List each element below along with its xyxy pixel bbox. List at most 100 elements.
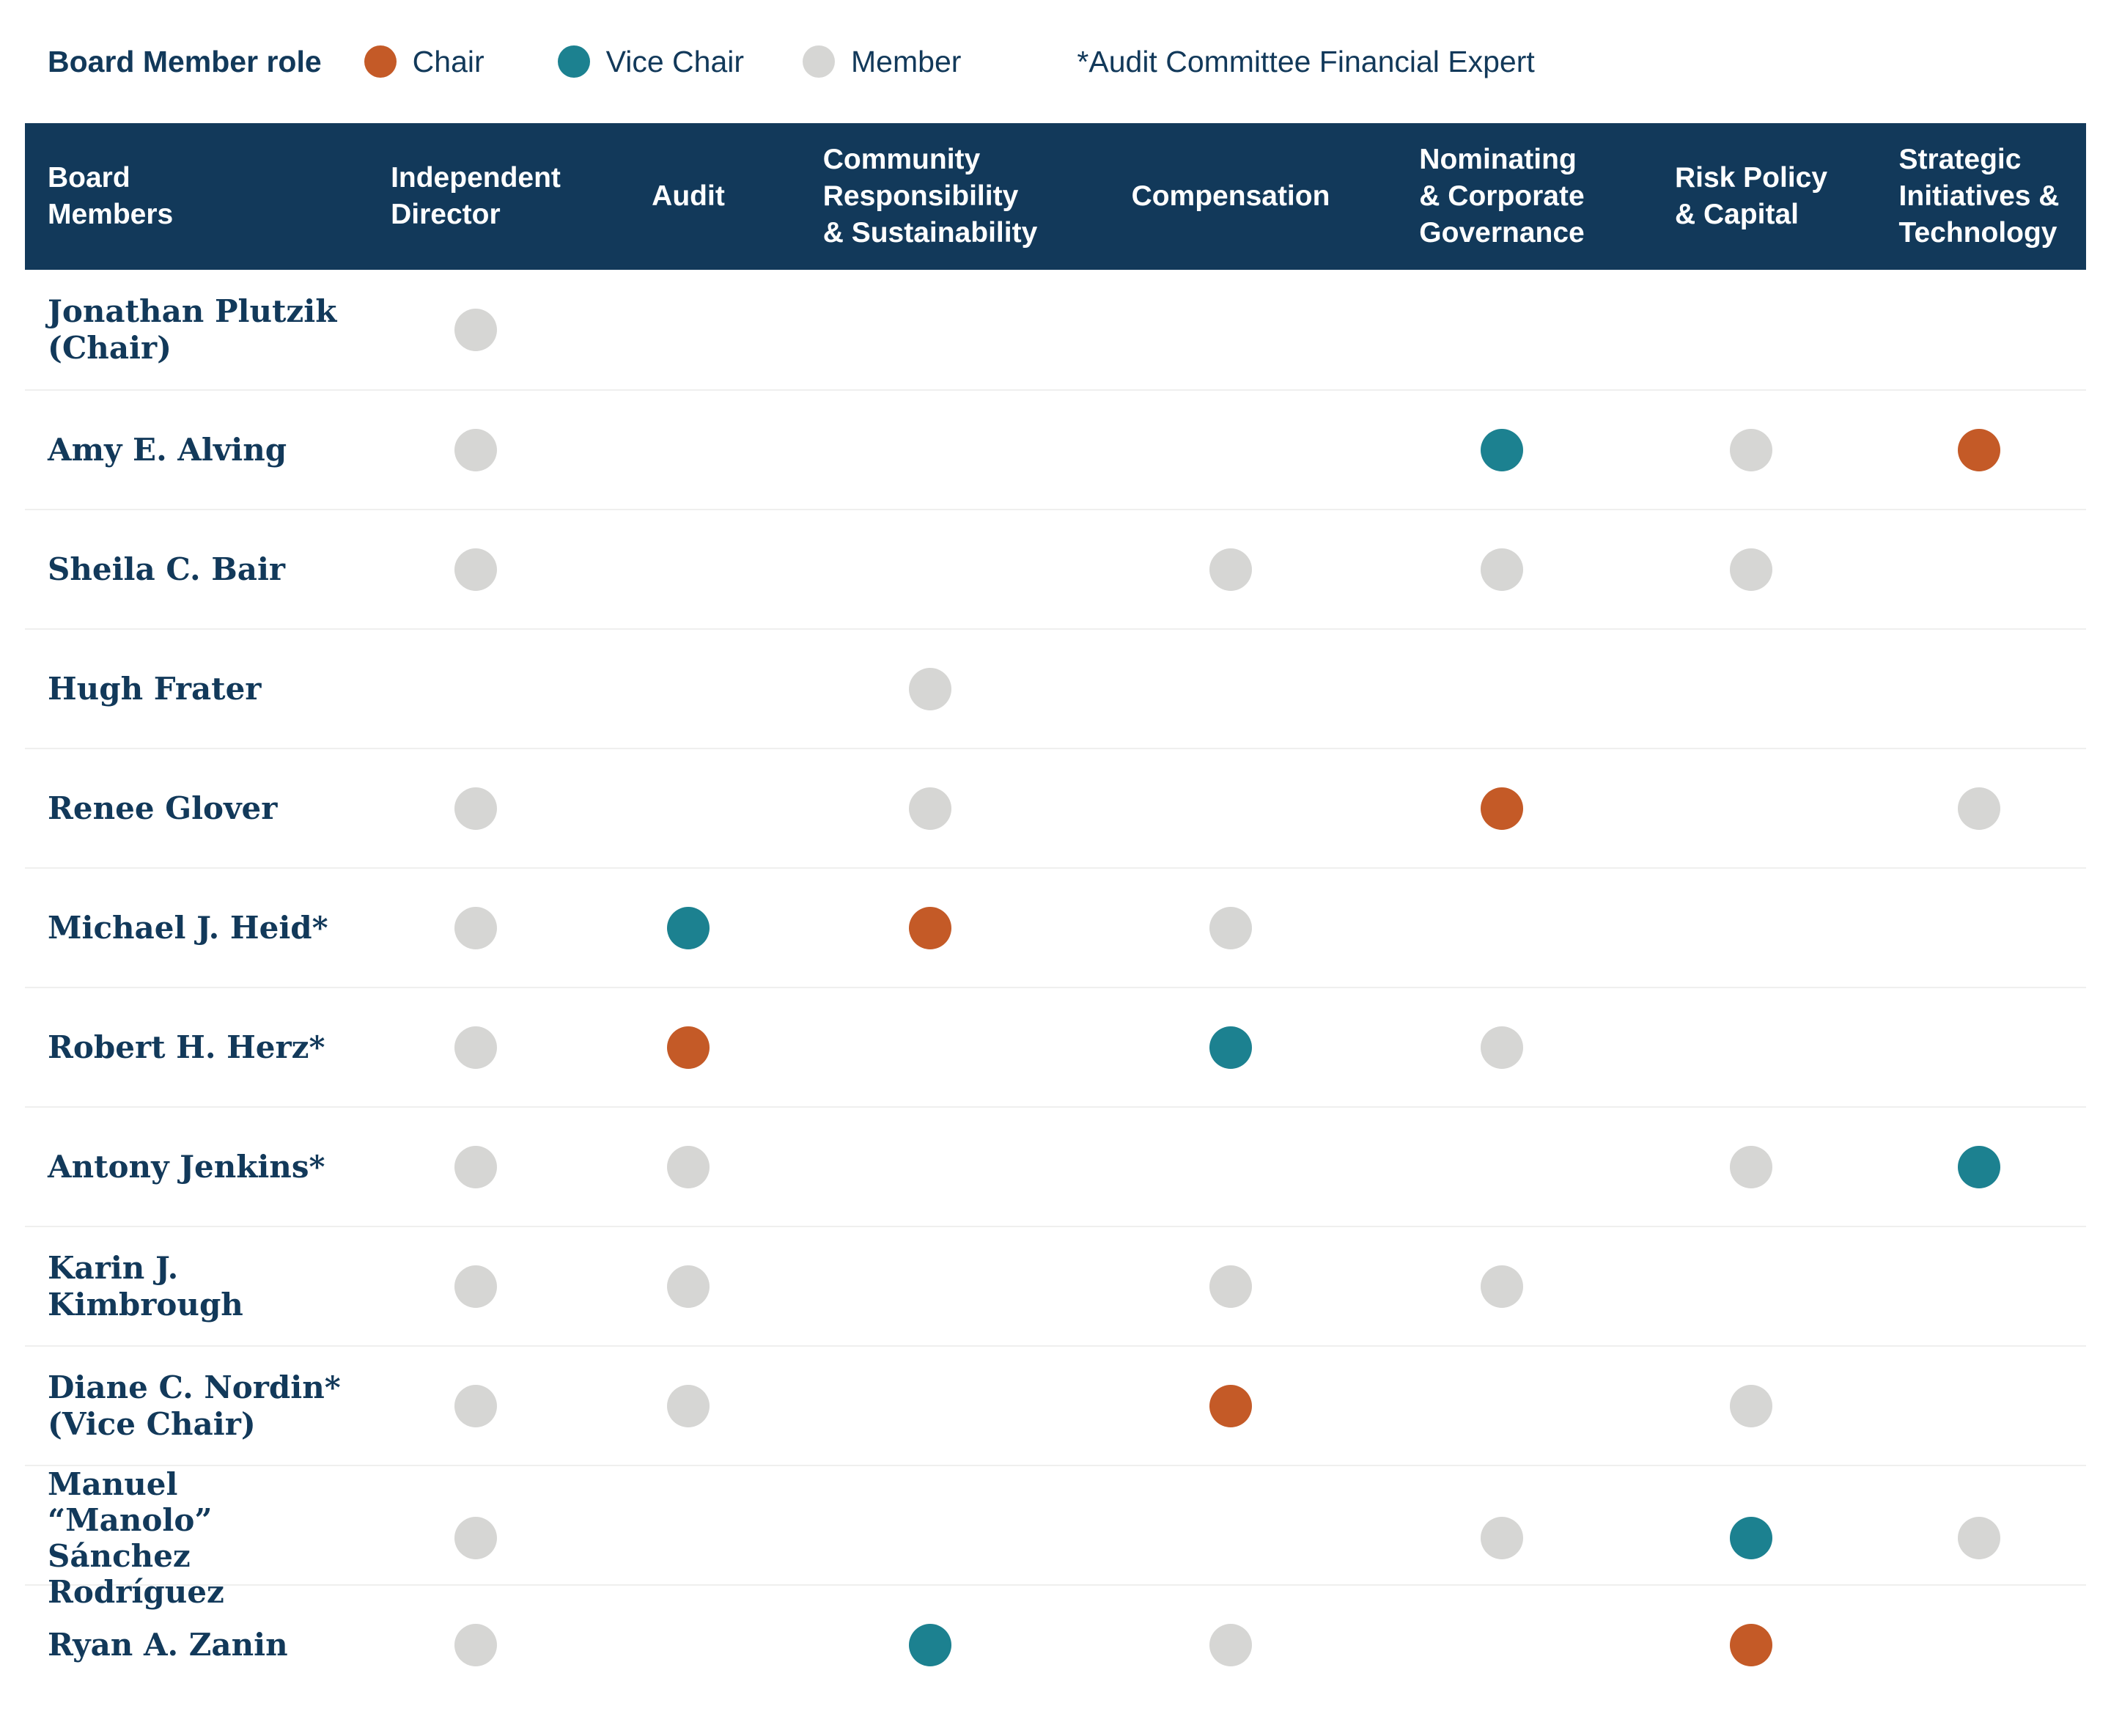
committee-cell [347,1623,604,1666]
legend-title: Board Member role [48,44,322,78]
committee-cell [347,906,604,949]
member-dot [1730,428,1772,471]
committee-cell [1374,787,1630,830]
committee-cell [1088,548,1374,591]
board-member-name-cell: Ryan A. Zanin [25,1627,347,1663]
committee-cell [1630,548,1872,591]
member-dot [454,906,497,949]
member-dot [1209,1265,1252,1308]
chair-dot-icon [364,45,397,78]
board-member-name: Antony Jenkins* [48,1148,325,1185]
vice-chair-dot [1481,428,1523,471]
committee-cell [1374,1026,1630,1069]
column-header-compensation: Compensation [1131,180,1330,213]
committee-cell [1088,1623,1374,1666]
legend-item-vice-chair: Vice Chair [557,45,744,79]
member-dot [1481,548,1523,591]
board-member-name: Manuel “Manolo” Sánchez Rodríguez [48,1466,224,1611]
committee-cell [1872,1517,2086,1560]
member-dot [667,1145,710,1188]
member-dot [1481,1026,1523,1069]
committee-cell [1630,1145,1872,1188]
column-header-risk-policy-capital: Risk Policy & Capital [1674,162,1828,230]
member-dot [1730,1145,1772,1188]
committee-cell [773,1623,1088,1666]
member-dot [909,667,951,710]
member-dot [454,1623,497,1666]
vice-chair-dot [1209,1026,1252,1069]
member-dot [1958,1517,2000,1560]
column-header-nominating-corporate-governance: Nominating & Corporate Governance [1419,144,1585,249]
legend-item-member: Member [803,45,961,79]
table-row: Antony Jenkins* [25,1106,2086,1226]
vice-chair-dot [1730,1517,1772,1560]
committee-cell [604,906,773,949]
member-dot [1481,1265,1523,1308]
legend: Board Member role Chair Vice Chair Membe… [48,34,2086,89]
chair-dot [1730,1623,1772,1666]
chair-dot [909,906,951,949]
committee-cell [1088,1384,1374,1427]
committee-cell [1630,1623,1872,1666]
committee-cell [1872,787,2086,830]
table-row: Jonathan Plutzik (Chair) [25,270,2086,389]
committee-cell [604,1265,773,1308]
legend-chair-label: Chair [412,44,485,78]
member-dot [454,1145,497,1188]
board-member-name-cell: Renee Glover [25,790,347,826]
vice-chair-dot [909,1623,951,1666]
board-member-name-cell: Antony Jenkins* [25,1149,347,1185]
board-member-name-cell: Manuel “Manolo” Sánchez Rodríguez [25,1466,347,1611]
member-dot [454,1384,497,1427]
table-row: Michael J. Heid* [25,867,2086,987]
column-header-community-responsibility-sustainability: Community Responsibility & Sustainabilit… [822,144,1038,249]
committee-cell [347,308,604,351]
board-member-name: Diane C. Nordin* (Vice Chair) [48,1369,341,1442]
committee-cell [604,1026,773,1069]
board-member-name: Sheila C. Bair [48,551,286,587]
vice-chair-dot-icon [557,45,590,78]
vice-chair-dot [1958,1145,2000,1188]
column-header-board-members: Board Members [48,162,174,230]
member-dot [454,1265,497,1308]
committee-cell [1374,1265,1630,1308]
committee-cell [1630,428,1872,471]
committee-cell [773,787,1088,830]
table-row: Robert H. Herz* [25,987,2086,1106]
board-member-name: Karin J. Kimbrough [48,1250,243,1323]
legend-item-chair: Chair [364,45,485,79]
table-row: Sheila C. Bair [25,509,2086,628]
committee-cell [1374,548,1630,591]
table-row: Renee Glover [25,748,2086,867]
committee-cell [1630,1384,1872,1427]
member-dot [909,787,951,830]
committee-cell [347,548,604,591]
member-dot [1730,1384,1772,1427]
board-member-name-cell: Diane C. Nordin* (Vice Chair) [25,1369,347,1441]
member-dot [1209,1623,1252,1666]
table-body: Jonathan Plutzik (Chair) Amy E. Alving S… [25,270,2086,1704]
committee-cell [1088,1026,1374,1069]
committee-cell [1088,1265,1374,1308]
committee-cell [1088,906,1374,949]
table-row: Ryan A. Zanin [25,1584,2086,1704]
committee-cell [347,1145,604,1188]
board-member-name: Ryan A. Zanin [48,1626,288,1663]
legend-member-label: Member [851,44,962,78]
board-member-name-cell: Sheila C. Bair [25,551,347,587]
member-dot [667,1384,710,1427]
chair-dot [1958,428,2000,471]
committee-cell [1374,428,1630,471]
board-member-name: Michael J. Heid* [48,909,328,946]
committee-cell [347,1026,604,1069]
table-row: Amy E. Alving [25,389,2086,509]
board-member-name: Jonathan Plutzik (Chair) [48,293,337,366]
table-row: Diane C. Nordin* (Vice Chair) [25,1345,2086,1465]
member-dot [1209,548,1252,591]
board-member-name: Renee Glover [48,790,278,826]
board-member-name-cell: Amy E. Alving [25,432,347,468]
member-dot [454,1026,497,1069]
board-member-name: Hugh Frater [48,670,262,707]
committee-cell [1872,428,2086,471]
committee-cell [347,428,604,471]
